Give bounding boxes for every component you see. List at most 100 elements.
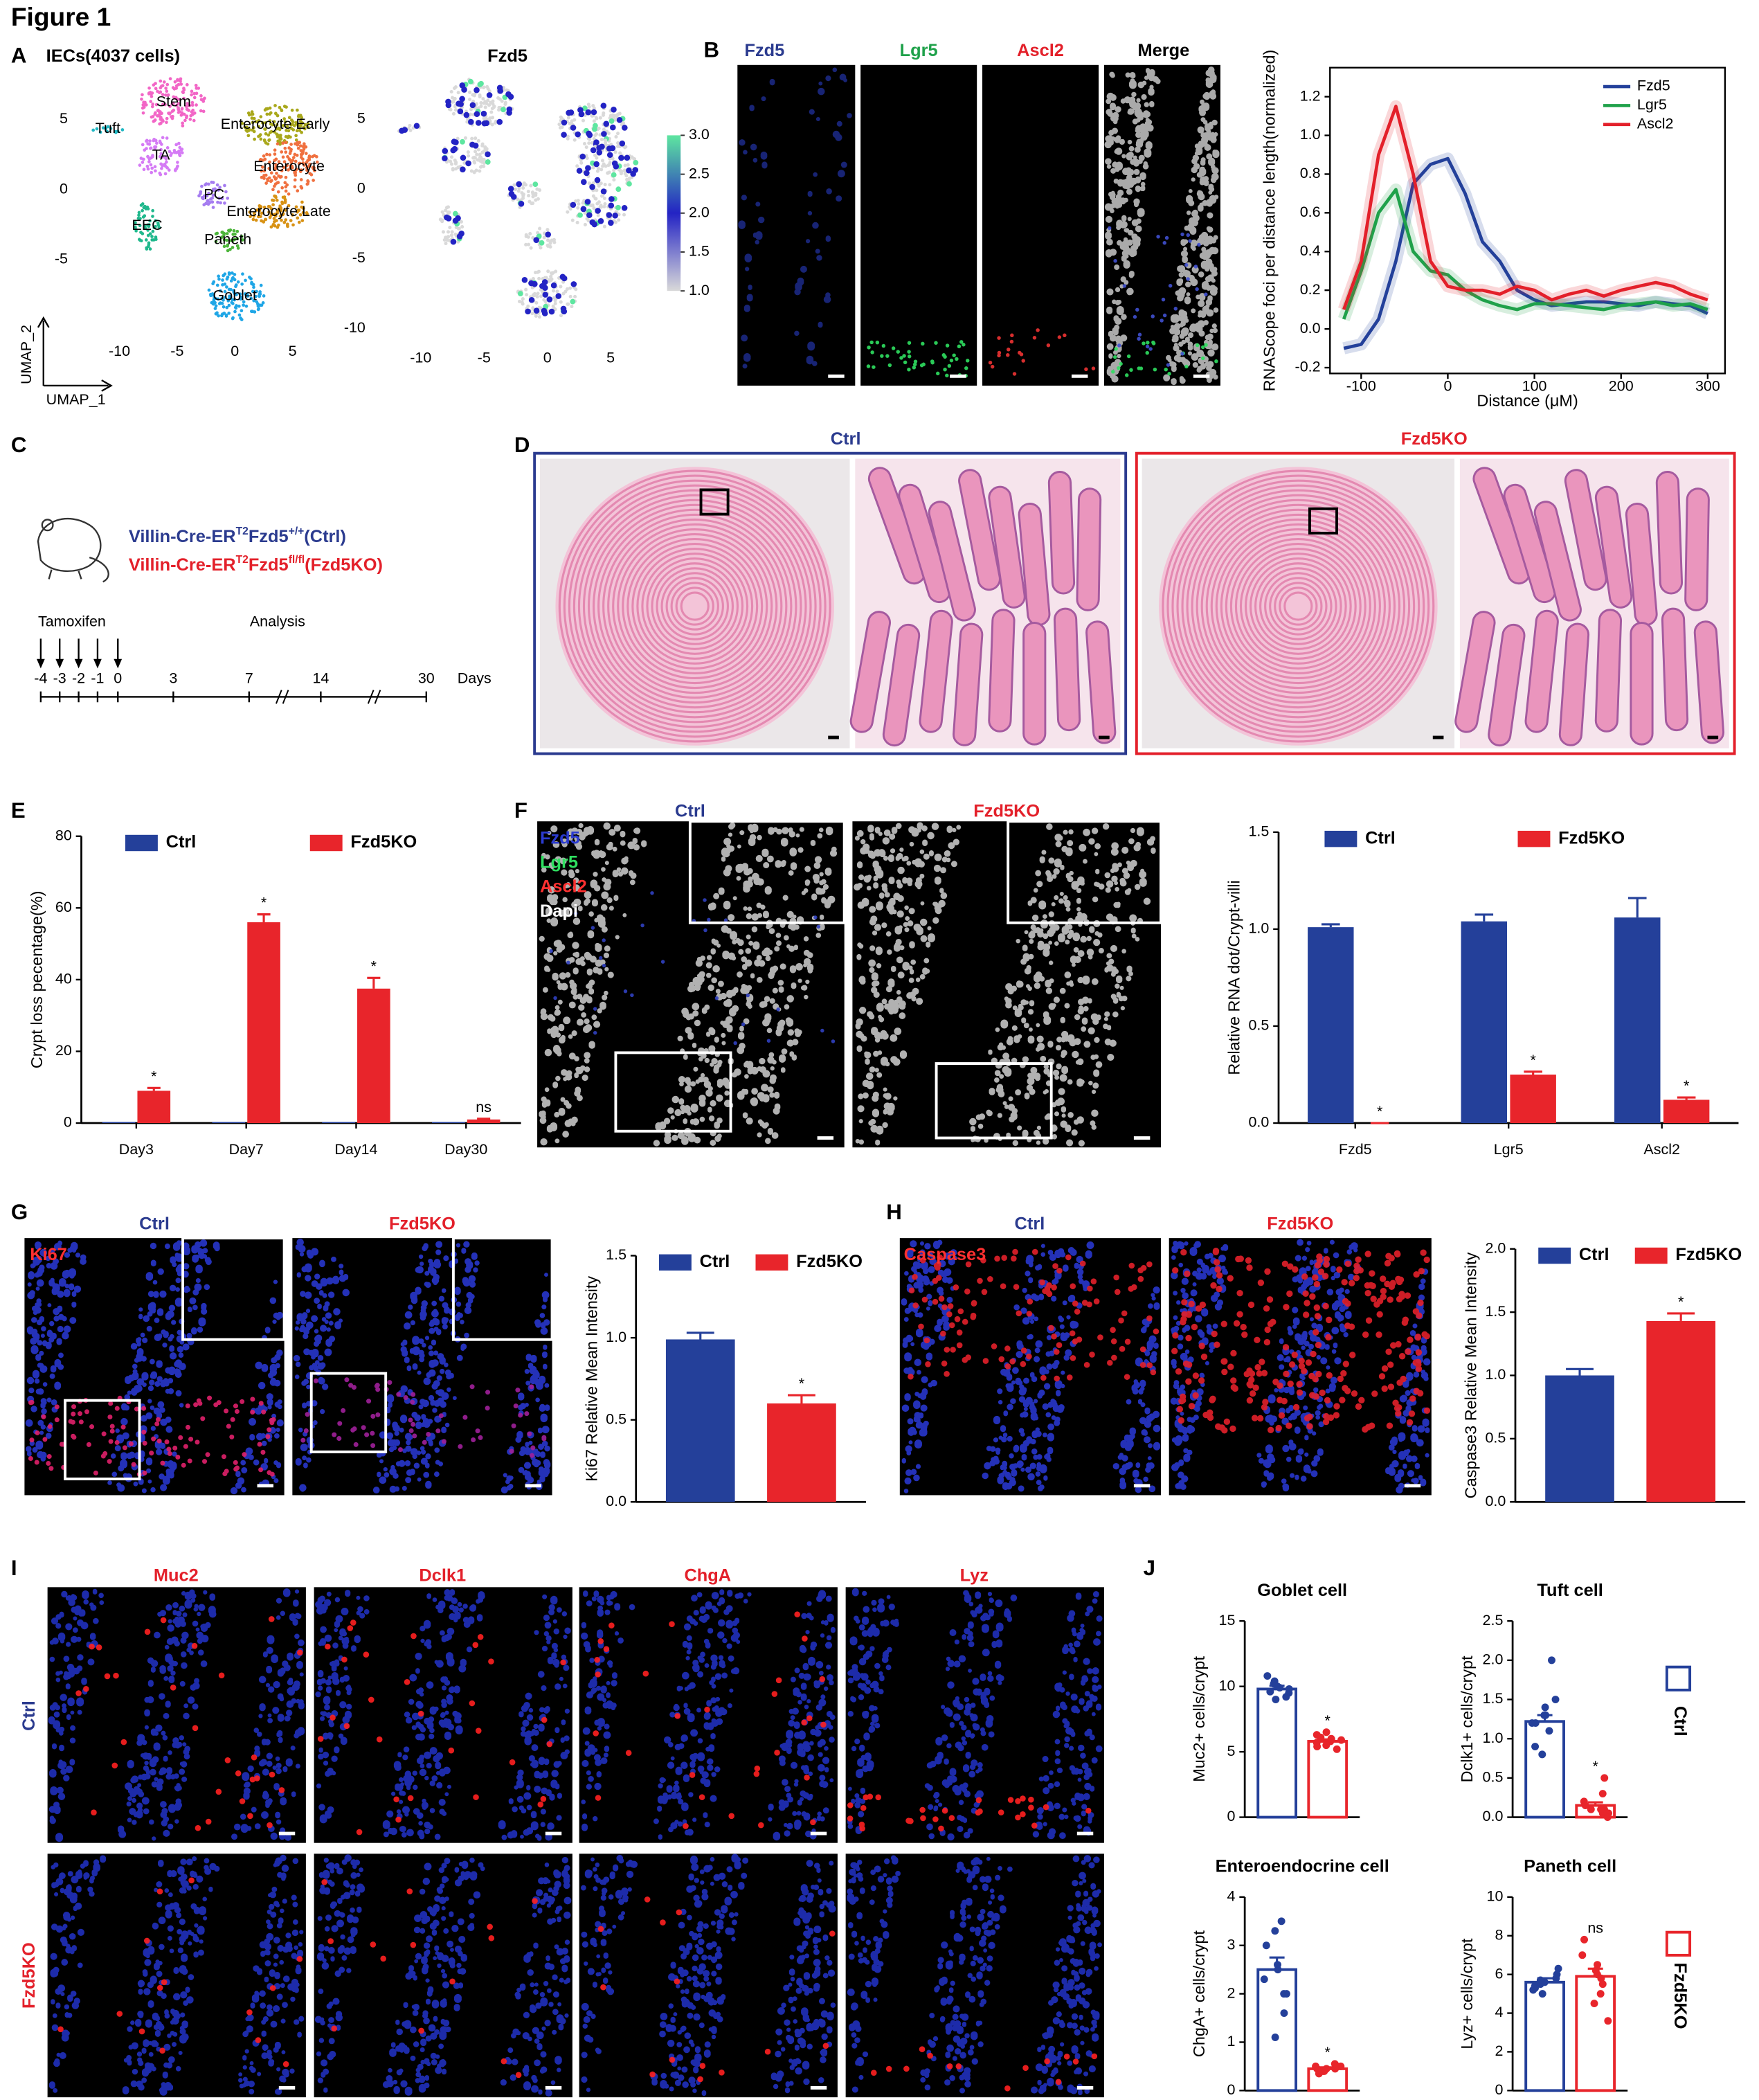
data-point xyxy=(1333,2062,1342,2070)
cells xyxy=(521,273,577,316)
nuclei xyxy=(48,1588,305,1842)
data-point xyxy=(1277,1917,1286,1926)
channel-label: Ascl2 xyxy=(540,877,587,897)
villus xyxy=(953,622,984,746)
micrograph xyxy=(47,1854,306,2098)
data-point xyxy=(1333,1745,1341,1753)
cluster-label: PC xyxy=(204,186,224,202)
y-axis-label: Relative RNA dot/Crypt-villi xyxy=(1225,880,1243,1075)
panel-letter: I xyxy=(11,1556,17,1580)
nuclei xyxy=(315,1589,571,1841)
signal xyxy=(908,1248,1160,1382)
x-tick-label: 300 xyxy=(1695,378,1720,395)
bar xyxy=(1614,917,1661,1124)
villus xyxy=(928,501,976,622)
timeline-tick-label: -4 xyxy=(34,670,47,687)
cells xyxy=(507,181,525,207)
y-tick-label: 5 xyxy=(1227,1743,1236,1759)
y-tick-label: 0.6 xyxy=(1300,204,1321,220)
tissue-ring xyxy=(1215,523,1381,690)
inset-box xyxy=(688,820,846,924)
genotype-sup: T2 xyxy=(236,525,249,537)
villus xyxy=(1630,622,1654,746)
data-point xyxy=(1260,1975,1268,1984)
data-point xyxy=(1262,1941,1270,1950)
colorbar-tick-label: 2.5 xyxy=(689,165,710,181)
tissue-ring xyxy=(1171,479,1425,733)
y-tick-label: 1.0 xyxy=(1483,1730,1504,1746)
legend-swatch xyxy=(1538,1247,1571,1264)
data-point xyxy=(1529,1986,1537,1994)
tissue-ring xyxy=(1191,499,1406,714)
inset-box xyxy=(699,488,730,516)
significance-label: * xyxy=(1530,1052,1536,1068)
cluster-cells xyxy=(214,228,244,253)
y-tick-label: 0.2 xyxy=(1300,281,1321,298)
stain-label: Ki67 xyxy=(30,1245,67,1264)
tissue-ring xyxy=(631,543,759,670)
error-bar xyxy=(257,913,271,923)
significance-label: * xyxy=(1684,1077,1690,1094)
group-title: Fzd5KO xyxy=(389,1214,455,1233)
timeline-tick-label: 0 xyxy=(114,670,122,687)
cells xyxy=(517,280,576,314)
data-point xyxy=(1603,1813,1612,1822)
y-tick-label: 2.0 xyxy=(1483,1651,1504,1668)
inset-box xyxy=(1308,507,1338,535)
legend-swatch xyxy=(1634,1247,1668,1264)
panel-letter: D xyxy=(514,433,530,457)
data-point xyxy=(1545,1727,1553,1735)
chart-title: Goblet cell xyxy=(1257,1581,1347,1600)
data-point xyxy=(1538,1990,1546,1998)
panel-letter: E xyxy=(11,798,26,823)
legend-swatch xyxy=(1665,1665,1692,1691)
legend-label: Fzd5KO xyxy=(350,832,417,852)
error-bar xyxy=(686,1331,714,1340)
genotype-ko: Villin-Cre-ERT2Fzd5fl/fl(Fzd5KO) xyxy=(129,554,383,575)
data-point xyxy=(1598,1980,1607,1989)
villus xyxy=(1594,609,1623,733)
tissue-ring xyxy=(656,567,734,645)
x-tick-label: 0 xyxy=(231,343,239,359)
genotype-sup: T2 xyxy=(236,554,249,566)
cells xyxy=(507,181,542,209)
genotype-part: Villin-Cre-ER xyxy=(129,555,236,575)
timeline-end-label: Analysis xyxy=(250,613,305,630)
genotype-part: (Ctrl) xyxy=(304,527,346,546)
legend-label: Fzd5KO xyxy=(1675,1245,1742,1264)
y-tick-label: 8 xyxy=(1495,1926,1503,1943)
umap-axes xyxy=(37,316,113,392)
data-point xyxy=(1600,1774,1609,1782)
villus xyxy=(988,609,1016,733)
tissue-ring xyxy=(1244,553,1352,660)
villus xyxy=(1022,622,1047,746)
villus xyxy=(1085,620,1117,744)
data-point xyxy=(1538,1750,1546,1759)
y-tick-label: 2.0 xyxy=(1485,1239,1506,1256)
stain-title: Muc2 xyxy=(154,1565,199,1585)
villus xyxy=(919,609,953,733)
tissue-ring xyxy=(1269,577,1328,636)
error-bar xyxy=(1321,923,1340,928)
nuclei xyxy=(1104,66,1220,386)
tissue-ring xyxy=(607,518,783,694)
significance-label: * xyxy=(371,958,377,974)
villus xyxy=(1558,622,1590,746)
row-title: Ctrl xyxy=(19,1700,39,1731)
legend-label: Fzd5KO xyxy=(796,1252,863,1271)
legend-label: Fzd5KO xyxy=(1670,1963,1690,2029)
data-point xyxy=(1552,1974,1560,1982)
data-point xyxy=(1551,1696,1560,1704)
cluster-cells xyxy=(197,180,230,209)
bar xyxy=(432,1122,465,1124)
plot-frame xyxy=(1329,66,1726,375)
cluster-label: Tuft xyxy=(96,120,120,136)
y-tick-label: 0.0 xyxy=(1483,1808,1504,1824)
error-bar xyxy=(1587,1801,1603,1806)
tissue-ring xyxy=(670,582,719,631)
x-tick-label: 100 xyxy=(1522,378,1547,395)
villus xyxy=(958,469,1001,591)
cells xyxy=(581,105,626,142)
tissue-ring xyxy=(680,591,710,621)
villus xyxy=(882,623,921,747)
